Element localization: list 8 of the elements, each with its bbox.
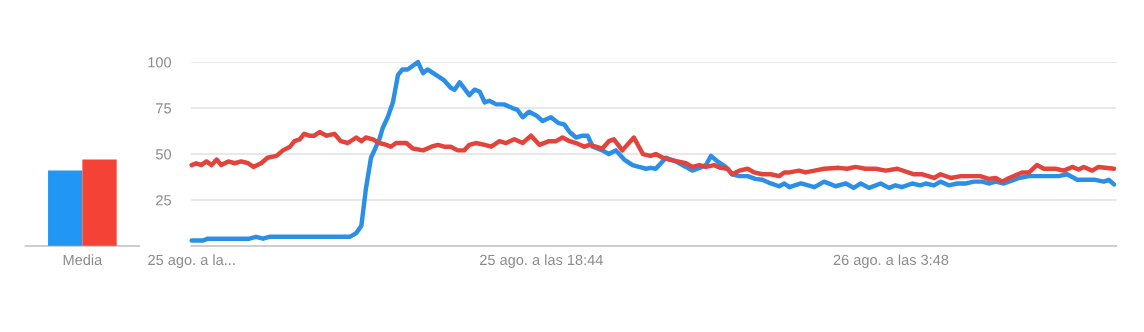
x-tick-label: Media (63, 254, 103, 266)
y-tick-label: 75 (156, 103, 171, 114)
x-tick-label: 25 ago. a las 18:44 (480, 254, 603, 268)
y-tick-label: 50 (155, 149, 172, 160)
y-tick-label: 25 (156, 195, 171, 206)
y-tick-label: 100 (148, 57, 172, 68)
x-tick-label: 25 ago. a la... (148, 254, 235, 268)
x-tick-label: 26 ago. a las 3:48 (833, 254, 949, 268)
